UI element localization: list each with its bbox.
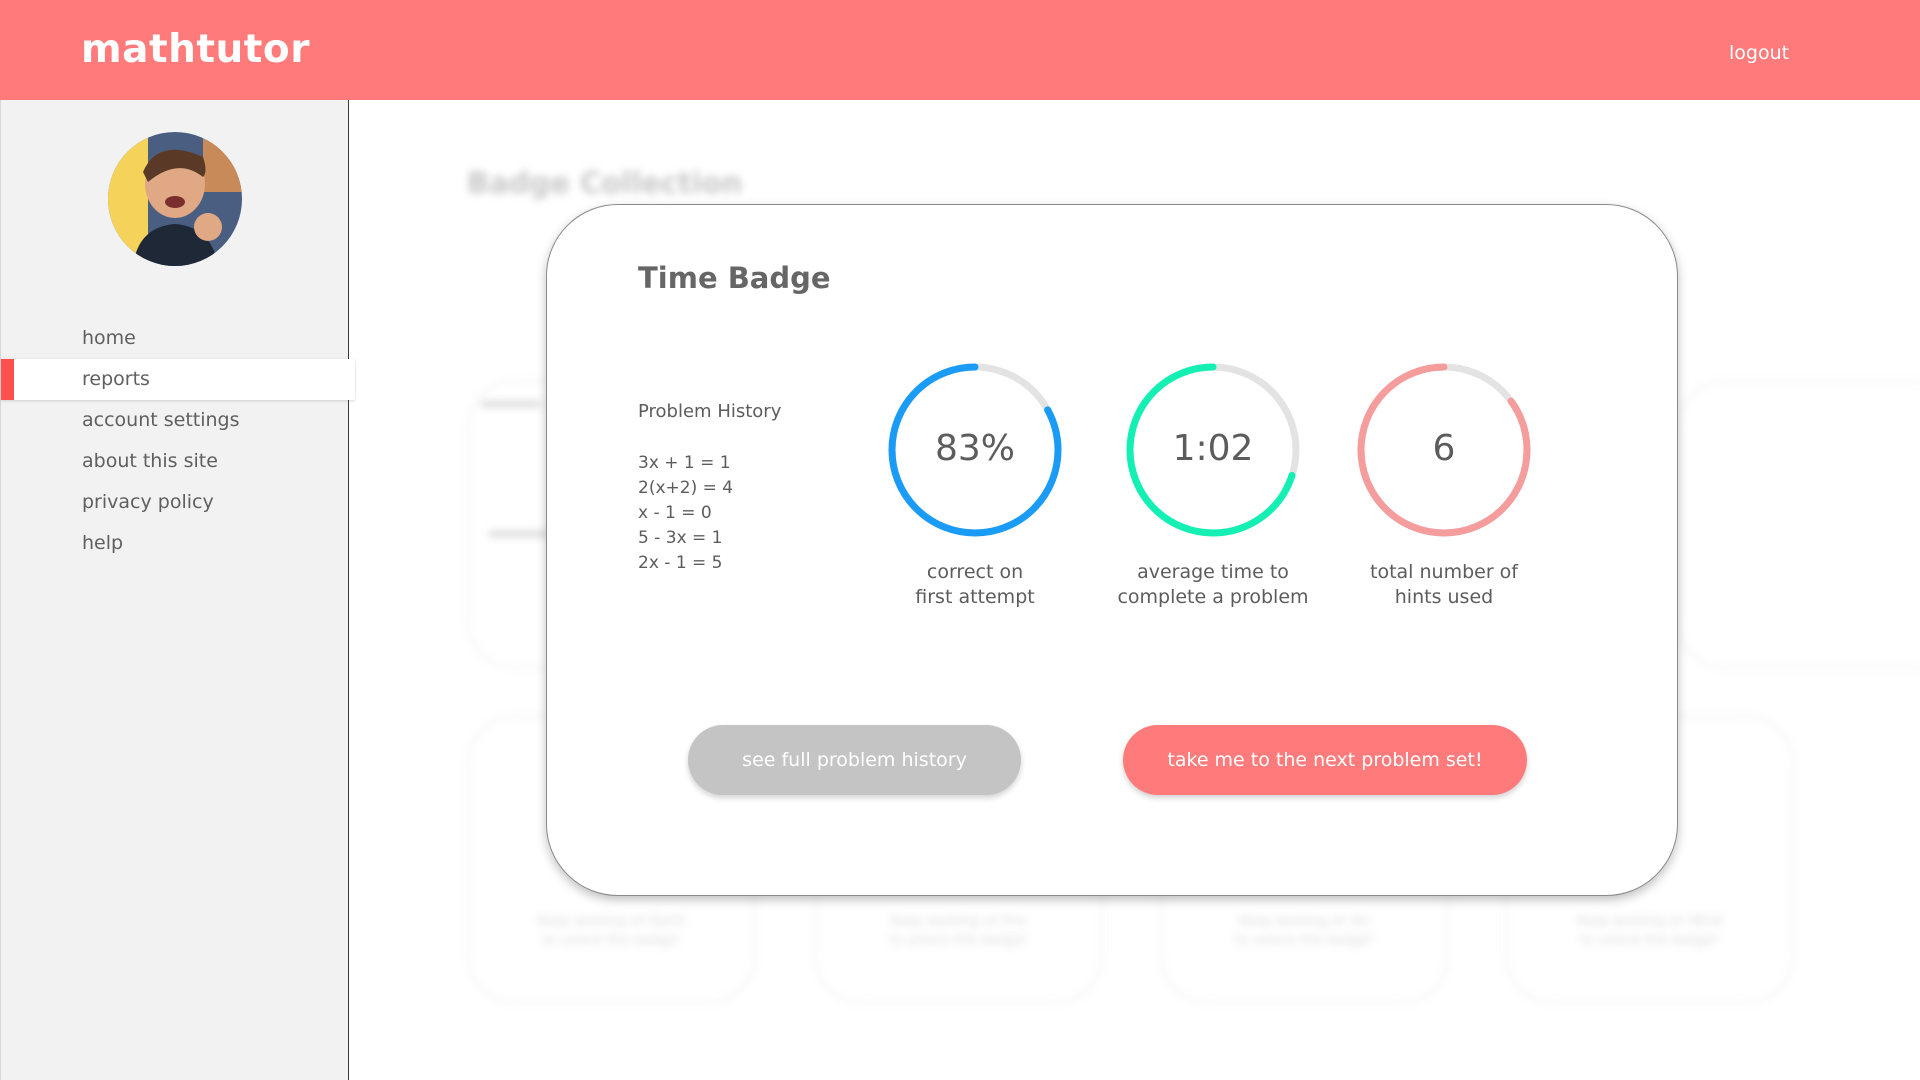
card-text: Keep working on Fire (890, 914, 1027, 929)
sidebar-item-about[interactable]: about this site (82, 450, 218, 472)
history-item: 2x - 1 = 5 (638, 553, 723, 573)
progress-ring (888, 363, 1062, 537)
stat-label: correct on (926, 561, 1024, 583)
stat-average-time: 1:02 average time to complete a problem (1093, 360, 1333, 610)
card-text: Keep working on Air (1239, 914, 1370, 929)
card-text: to unlock this badge! (889, 933, 1028, 948)
stat-label: hints used (1394, 586, 1494, 608)
stat-label: first attempt (915, 586, 1035, 608)
top-bar: mathtutor logout (0, 0, 1920, 100)
sidebar-item-help[interactable]: help (82, 532, 124, 554)
see-full-history-button[interactable]: see full problem history (688, 725, 1021, 795)
sidebar-item-privacy-policy[interactable]: privacy policy (82, 491, 214, 513)
sidebar-item-account-settings[interactable]: account settings (82, 409, 240, 431)
history-item: 2(x+2) = 4 (638, 478, 734, 498)
background-card (1677, 380, 1920, 669)
history-item: 5 - 3x = 1 (638, 528, 723, 548)
stat-label: average time to (1137, 561, 1289, 583)
card-text: to unlock this badge! (1580, 933, 1719, 948)
next-problem-set-button[interactable]: take me to the next problem set! (1123, 725, 1527, 795)
stat-value: 6 (1432, 428, 1456, 469)
problem-history-title: Problem History (638, 401, 782, 422)
card-text: Keep working on Earth (537, 914, 686, 929)
modal-title: Time Badge (638, 261, 831, 295)
stat-value: 1:02 (1172, 428, 1254, 469)
history-item: 3x + 1 = 1 (638, 453, 731, 473)
history-item: x - 1 = 0 (638, 503, 712, 523)
background-title: Badge Collection (467, 166, 743, 200)
progress-ring (1357, 363, 1531, 537)
problem-history-list: 3x + 1 = 1 2(x+2) = 4 x - 1 = 0 5 - 3x =… (638, 451, 733, 576)
sidebar-item-home[interactable]: home (82, 327, 136, 349)
stat-hints: 6 total number of hints used (1324, 360, 1564, 610)
card-text: to unlock this badge! (542, 933, 681, 948)
stat-label: complete a problem (1117, 586, 1309, 608)
sidebar-item-reports[interactable]: reports (1, 359, 355, 400)
sidebar: home reports account settings about this… (0, 100, 355, 1080)
stat-correct: 83% correct on first attempt (855, 360, 1095, 610)
progress-ring (1126, 363, 1300, 537)
app-logo[interactable]: mathtutor (81, 27, 310, 72)
avatar (108, 132, 242, 266)
sidebar-nav: home reports account settings about this… (1, 318, 355, 564)
card-text: to unlock this badge! (1235, 933, 1374, 948)
avatar-image (108, 132, 242, 266)
card-text: Keep working on Wind (1577, 914, 1722, 929)
stat-label: total number of (1370, 561, 1518, 583)
logout-link[interactable]: logout (1729, 42, 1790, 64)
time-badge-modal: Time Badge Problem History 3x + 1 = 1 2(… (546, 204, 1678, 896)
stat-value: 83% (934, 428, 1015, 469)
